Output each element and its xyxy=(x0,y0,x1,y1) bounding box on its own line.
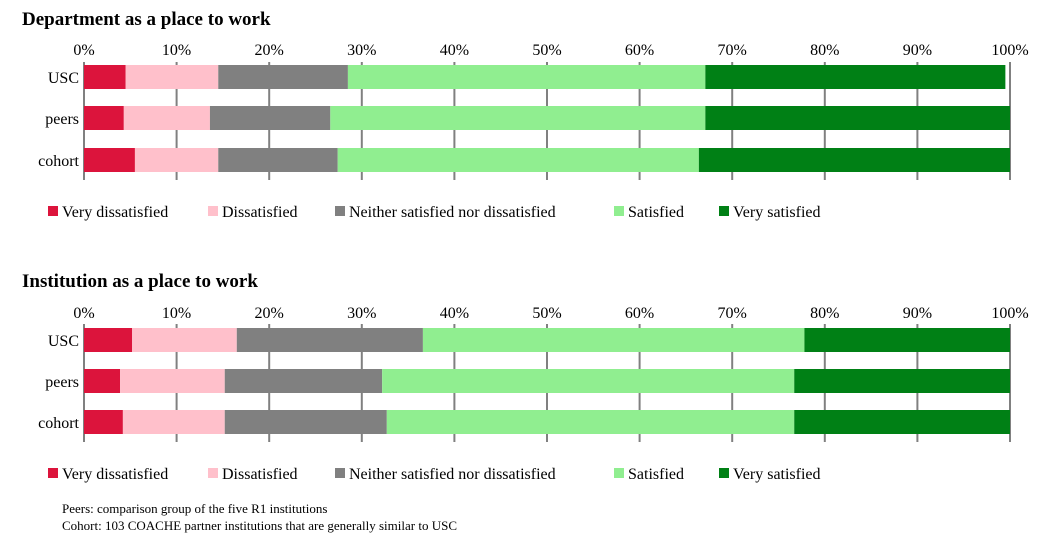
chart1-x-tick-label: 10% xyxy=(162,42,191,59)
chart2-legend-swatch-very-dissatisfied xyxy=(48,468,58,478)
chart2-x-tick-label: 90% xyxy=(903,305,932,322)
chart2-legend-swatch-neither xyxy=(335,468,345,478)
chart1-bar-cohort-very-satisfied xyxy=(698,148,1010,172)
chart1-category-label-usc: USC xyxy=(48,70,79,87)
chart1-bar-peers-neither xyxy=(209,106,331,130)
chart1-legend-swatch-neither xyxy=(335,206,345,216)
chart1-bar-usc-very-dissatisfied xyxy=(84,65,126,89)
chart2-bar-usc-neither xyxy=(236,328,423,352)
chart2-legend-swatch-satisfied xyxy=(614,468,624,478)
chart1-title: Department as a place to work xyxy=(22,9,271,30)
chart2-legend-label-satisfied: Satisfied xyxy=(628,466,684,483)
chart1-bar-usc-dissatisfied xyxy=(125,65,219,89)
chart1-x-tick-label: 60% xyxy=(625,42,654,59)
footnotes: Peers: comparison group of the five R1 i… xyxy=(62,500,457,534)
chart2-x-tick-label: 80% xyxy=(810,305,839,322)
chart1-legend-label-neither: Neither satisfied nor dissatisfied xyxy=(349,204,556,221)
chart2-bar-cohort-very-dissatisfied xyxy=(84,410,123,434)
chart1-legend-label-very-dissatisfied: Very dissatisfied xyxy=(62,204,168,221)
chart1-legend-swatch-very-dissatisfied xyxy=(48,206,58,216)
footnote-peers: Peers: comparison group of the five R1 i… xyxy=(62,501,328,516)
chart1-x-tick-label: 70% xyxy=(718,42,747,59)
chart1-bar-peers-satisfied xyxy=(330,106,706,130)
chart2-legend-label-very-satisfied: Very satisfied xyxy=(733,466,821,483)
chart1-bar-usc-neither xyxy=(218,65,348,89)
chart1-x-tick-label: 80% xyxy=(810,42,839,59)
chart1-x-tick-label: 20% xyxy=(255,42,284,59)
chart1-legend-swatch-satisfied xyxy=(614,206,624,216)
chart2-bar-cohort-very-satisfied xyxy=(794,410,1010,434)
chart2-legend-swatch-dissatisfied xyxy=(208,468,218,478)
chart1-legend-label-dissatisfied: Dissatisfied xyxy=(222,204,298,221)
chart2-bar-usc-very-dissatisfied xyxy=(84,328,133,352)
chart2-legend-label-dissatisfied: Dissatisfied xyxy=(222,466,298,483)
chart2-x-tick-label: 40% xyxy=(440,305,469,322)
chart2-bar-peers-very-dissatisfied xyxy=(84,369,121,393)
chart2-bar-cohort-dissatisfied xyxy=(122,410,225,434)
chart1-legend-label-very-satisfied: Very satisfied xyxy=(733,204,821,221)
chart2-bar-cohort-satisfied xyxy=(386,410,795,434)
chart2-bar-peers-neither xyxy=(224,369,383,393)
chart1-bar-peers-very-satisfied xyxy=(705,106,1010,130)
chart2-category-label-cohort: cohort xyxy=(38,415,79,432)
chart1-bar-usc-very-satisfied xyxy=(705,65,1006,89)
chart2-category-label-usc: USC xyxy=(48,333,79,350)
chart1-legend-swatch-dissatisfied xyxy=(208,206,218,216)
chart2-bar-peers-very-satisfied xyxy=(794,369,1010,393)
chart2-legend-label-neither: Neither satisfied nor dissatisfied xyxy=(349,466,556,483)
chart2-category-label-peers: peers xyxy=(45,374,79,391)
chart2-x-tick-label: 60% xyxy=(625,305,654,322)
chart1-category-label-peers: peers xyxy=(45,111,79,128)
chart1-x-tick-label: 50% xyxy=(532,42,561,59)
chart1-bar-peers-dissatisfied xyxy=(123,106,210,130)
chart2-bar-cohort-neither xyxy=(224,410,387,434)
chart1-x-tick-label: 90% xyxy=(903,42,932,59)
chart1-bar-cohort-dissatisfied xyxy=(134,148,219,172)
chart1-bar-usc-satisfied xyxy=(347,65,706,89)
footnote-cohort: Cohort: 103 COACHE partner institutions … xyxy=(62,518,458,533)
chart1-legend-swatch-very-satisfied xyxy=(719,206,729,216)
chart2-x-tick-label: 70% xyxy=(718,305,747,322)
chart2-bar-usc-satisfied xyxy=(422,328,805,352)
chart2-x-tick-label: 50% xyxy=(532,305,561,322)
chart1-bar-cohort-very-dissatisfied xyxy=(84,148,135,172)
chart1-bar-cohort-neither xyxy=(218,148,338,172)
chart2-title: Institution as a place to work xyxy=(22,271,258,292)
chart1-legend-label-satisfied: Satisfied xyxy=(628,204,684,221)
chart1-x-tick-label: 40% xyxy=(440,42,469,59)
chart2-x-tick-label: 20% xyxy=(255,305,284,322)
chart1-bar-peers-very-dissatisfied xyxy=(84,106,124,130)
chart1-x-tick-label: 0% xyxy=(73,42,94,59)
chart2-bar-usc-dissatisfied xyxy=(132,328,237,352)
chart2-legend-swatch-very-satisfied xyxy=(719,468,729,478)
chart2-x-tick-label: 30% xyxy=(347,305,376,322)
chart1-bar-cohort-satisfied xyxy=(337,148,699,172)
chart2-bar-usc-very-satisfied xyxy=(804,328,1010,352)
chart1-category-label-cohort: cohort xyxy=(38,153,79,170)
chart2-x-tick-label: 0% xyxy=(73,305,94,322)
chart2-x-tick-label: 100% xyxy=(991,305,1028,322)
chart2-legend-label-very-dissatisfied: Very dissatisfied xyxy=(62,466,168,483)
chart1-x-tick-label: 30% xyxy=(347,42,376,59)
chart1-x-tick-label: 100% xyxy=(991,42,1028,59)
chart2-bar-peers-dissatisfied xyxy=(120,369,225,393)
chart2-bar-peers-satisfied xyxy=(382,369,795,393)
chart2-x-tick-label: 10% xyxy=(162,305,191,322)
